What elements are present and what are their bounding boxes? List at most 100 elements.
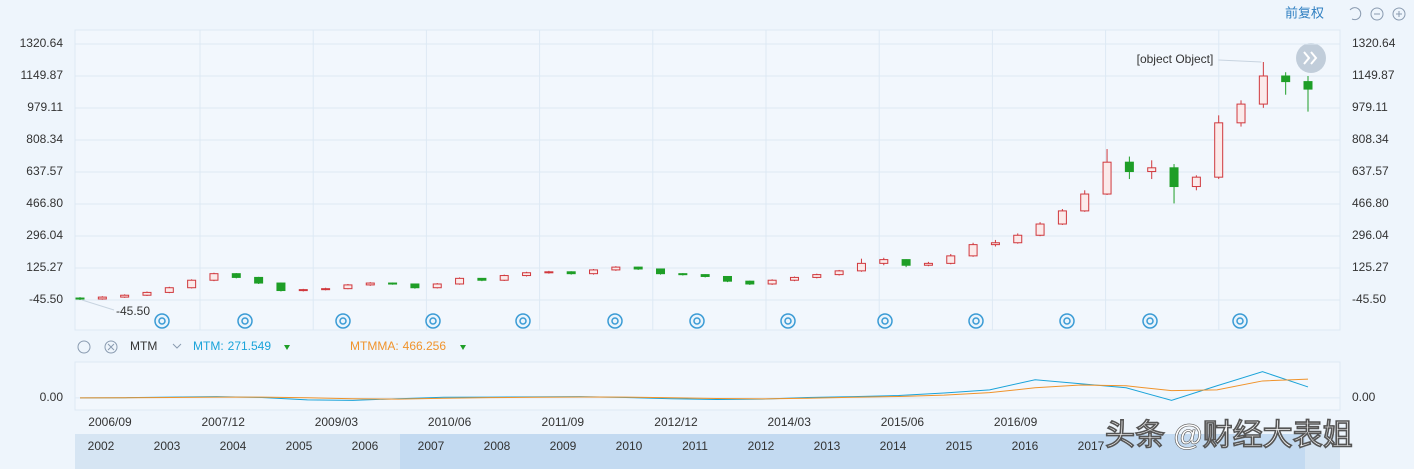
candle-body <box>856 262 866 272</box>
y-tick-label-right: 1149.87 <box>1352 68 1395 82</box>
zoom-out-icon[interactable] <box>1370 7 1384 21</box>
candle-body <box>879 259 889 264</box>
event-marker-core <box>1236 317 1244 325</box>
candle-body <box>343 284 353 290</box>
y-tick-label-right: 296.04 <box>1352 228 1389 242</box>
event-marker[interactable] <box>1059 313 1075 329</box>
event-marker-core <box>972 317 980 325</box>
candle-body <box>1124 161 1134 173</box>
candle-body <box>1236 103 1246 124</box>
event-marker[interactable] <box>335 313 351 329</box>
candle-body <box>388 282 398 285</box>
candle-body <box>700 274 710 277</box>
candle-body <box>120 294 130 298</box>
settings-icon[interactable] <box>77 340 91 354</box>
event-marker[interactable] <box>607 313 623 329</box>
event-marker-core <box>339 317 347 325</box>
event-marker-core <box>1063 317 1071 325</box>
x-tick-label: 2015/06 <box>881 415 925 429</box>
candle-body <box>789 276 799 281</box>
candle-body <box>1281 75 1291 83</box>
event-marker[interactable] <box>154 313 170 329</box>
y-tick-label: 125.27 <box>26 260 63 274</box>
y-tick-label-right: -45.50 <box>1352 292 1386 306</box>
indicator-plot <box>74 361 1341 411</box>
close-icon[interactable] <box>104 340 118 354</box>
event-marker-core <box>241 317 249 325</box>
candle-body <box>1169 167 1179 188</box>
legend-caret[interactable] <box>284 345 290 350</box>
candle-body <box>97 296 107 300</box>
event-marker[interactable] <box>237 313 253 329</box>
navigator-year: 2006 <box>352 439 379 453</box>
event-marker[interactable] <box>968 313 984 329</box>
event-marker[interactable] <box>689 313 705 329</box>
event-marker-ring <box>425 313 441 329</box>
candle-body <box>410 283 420 289</box>
candle-body <box>522 272 532 277</box>
indicator-name[interactable]: MTM <box>130 339 157 353</box>
y-tick-label: 0.00 <box>40 390 64 404</box>
y-tick-label: 808.34 <box>26 132 63 146</box>
zoom-in-icon[interactable] <box>1392 7 1406 21</box>
annotation-line <box>81 299 115 311</box>
event-marker-core <box>519 317 527 325</box>
candle-body <box>834 270 844 276</box>
event-marker-ring <box>335 313 351 329</box>
candle-body <box>365 282 375 286</box>
main-plot <box>74 29 1341 331</box>
y-tick-label: 637.57 <box>26 164 63 178</box>
event-marker-core <box>784 317 792 325</box>
event-marker-ring <box>877 313 893 329</box>
annotation-label: [object Object] <box>1137 52 1214 66</box>
event-marker[interactable] <box>425 313 441 329</box>
candle-body <box>1013 234 1023 244</box>
navigator-year: 2007 <box>418 439 445 453</box>
event-marker-core <box>1146 317 1154 325</box>
reset-icon[interactable] <box>1349 7 1362 21</box>
navigator-year: 2012 <box>748 439 775 453</box>
navigator-year: 2009 <box>550 439 577 453</box>
y-tick-label: 296.04 <box>26 228 63 242</box>
event-marker-ring <box>1142 313 1158 329</box>
legend-label: MTMMA: <box>350 339 399 353</box>
navigator-year: 2005 <box>286 439 313 453</box>
event-marker[interactable] <box>1142 313 1158 329</box>
navigator-year: 2002 <box>88 439 115 453</box>
candle-body <box>209 273 219 281</box>
event-marker[interactable] <box>1232 313 1248 329</box>
event-marker-core <box>693 317 701 325</box>
candle-body <box>1191 176 1201 188</box>
legend-value: 271.549 <box>228 339 272 353</box>
y-tick-label: 1149.87 <box>21 68 64 82</box>
event-marker[interactable] <box>877 313 893 329</box>
legend-value: 466.256 <box>403 339 447 353</box>
candle-body <box>321 288 331 291</box>
candle-body <box>678 273 688 276</box>
candle-body <box>611 266 621 271</box>
x-tick-label: 2010/06 <box>428 415 472 429</box>
candle-body <box>566 271 576 275</box>
event-marker[interactable] <box>515 313 531 329</box>
event-marker-ring <box>154 313 170 329</box>
x-tick-label: 2007/12 <box>202 415 246 429</box>
legend-caret[interactable] <box>460 345 466 350</box>
candle-body <box>990 242 1000 246</box>
candle-body <box>722 275 732 282</box>
event-marker-ring <box>607 313 623 329</box>
adjust-button[interactable]: 前复权 <box>1285 5 1324 20</box>
expand-button[interactable] <box>1296 43 1326 73</box>
navigator-year: 2015 <box>946 439 973 453</box>
navigator-year: 2013 <box>814 439 841 453</box>
annotation-label: -45.50 <box>116 304 150 318</box>
event-marker-core <box>158 317 166 325</box>
annotation-line <box>1218 59 1262 63</box>
navigator-selection[interactable] <box>400 434 1305 469</box>
candle-body <box>298 289 308 292</box>
indicator-dropdown[interactable] <box>172 343 182 349</box>
event-marker[interactable] <box>780 313 796 329</box>
candle-body <box>187 279 197 289</box>
candle-body <box>1057 210 1067 225</box>
candle-body <box>1147 167 1157 173</box>
candle-body <box>1035 223 1045 236</box>
